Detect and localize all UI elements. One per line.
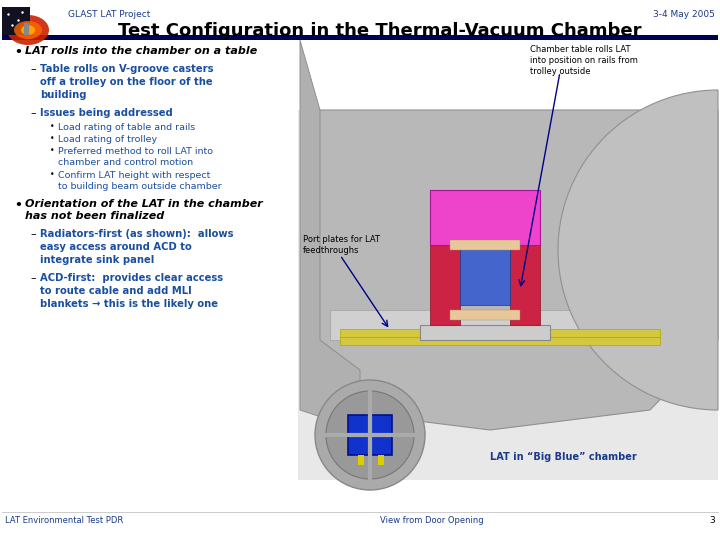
Polygon shape bbox=[300, 40, 360, 430]
Polygon shape bbox=[310, 110, 718, 430]
Text: •: • bbox=[50, 146, 55, 155]
Text: –: – bbox=[30, 273, 35, 283]
Bar bbox=[358, 455, 364, 465]
Text: LAT rolls into the chamber on a table: LAT rolls into the chamber on a table bbox=[25, 46, 257, 56]
Text: •: • bbox=[50, 170, 55, 179]
Text: –: – bbox=[30, 108, 35, 118]
Text: Radiators-first (as shown):  allows
easy access around ACD to
integrate sink pan: Radiators-first (as shown): allows easy … bbox=[40, 229, 233, 265]
Text: 3-4 May 2005: 3-4 May 2005 bbox=[653, 10, 715, 19]
Wedge shape bbox=[558, 90, 718, 410]
Bar bbox=[340, 329, 660, 337]
Text: Table rolls on V-groove casters
off a trolley on the floor of the
building: Table rolls on V-groove casters off a tr… bbox=[40, 64, 214, 99]
Text: GLAST LAT Project: GLAST LAT Project bbox=[68, 10, 150, 19]
Text: •: • bbox=[50, 122, 55, 131]
Text: ACD-first:  provides clear access
to route cable and add MLI
blankets → this is : ACD-first: provides clear access to rout… bbox=[40, 273, 223, 308]
Text: •: • bbox=[14, 199, 22, 212]
Bar bbox=[330, 310, 690, 340]
Text: LAT Environmental Test PDR: LAT Environmental Test PDR bbox=[5, 516, 123, 525]
Ellipse shape bbox=[14, 21, 42, 39]
Bar bbox=[2, 35, 718, 40]
Text: Issues being addressed: Issues being addressed bbox=[40, 108, 173, 118]
Bar bbox=[378, 455, 384, 465]
Bar bbox=[24, 23, 29, 35]
Text: –: – bbox=[30, 229, 35, 239]
Bar bbox=[430, 235, 460, 325]
Bar bbox=[340, 337, 660, 345]
Text: LAT in “Big Blue” chamber: LAT in “Big Blue” chamber bbox=[490, 452, 636, 462]
Text: 3: 3 bbox=[709, 516, 715, 525]
Bar bbox=[298, 110, 718, 480]
Bar bbox=[430, 190, 540, 245]
Bar bbox=[298, 414, 428, 424]
Bar bbox=[450, 240, 520, 250]
Text: Load rating of table and rails: Load rating of table and rails bbox=[58, 123, 195, 132]
Text: Preferred method to roll LAT into
chamber and control motion: Preferred method to roll LAT into chambe… bbox=[58, 147, 213, 167]
Text: Chamber table rolls LAT
into position on rails from
trolley outside: Chamber table rolls LAT into position on… bbox=[530, 45, 638, 76]
Text: –: – bbox=[30, 64, 35, 74]
Text: View from Door Opening: View from Door Opening bbox=[380, 516, 484, 525]
Bar bbox=[2, 7, 30, 35]
Ellipse shape bbox=[21, 25, 35, 35]
Ellipse shape bbox=[7, 15, 49, 45]
Ellipse shape bbox=[326, 391, 414, 479]
Text: Orientation of the LAT in the chamber
has not been finalized: Orientation of the LAT in the chamber ha… bbox=[25, 199, 263, 221]
Ellipse shape bbox=[315, 380, 425, 490]
Bar bbox=[348, 415, 392, 455]
Bar bbox=[460, 245, 510, 305]
Text: Load rating of trolley: Load rating of trolley bbox=[58, 135, 157, 144]
Bar bbox=[510, 235, 540, 325]
Bar bbox=[298, 434, 428, 452]
Text: •: • bbox=[14, 46, 22, 59]
Text: •: • bbox=[50, 134, 55, 143]
Text: Port plates for LAT
feedthroughs: Port plates for LAT feedthroughs bbox=[303, 235, 380, 255]
Bar bbox=[420, 325, 550, 340]
Text: Confirm LAT height with respect
to building beam outside chamber: Confirm LAT height with respect to build… bbox=[58, 171, 222, 191]
Text: Test Configuration in the Thermal-Vacuum Chamber: Test Configuration in the Thermal-Vacuum… bbox=[118, 22, 642, 40]
Bar bbox=[450, 310, 520, 320]
